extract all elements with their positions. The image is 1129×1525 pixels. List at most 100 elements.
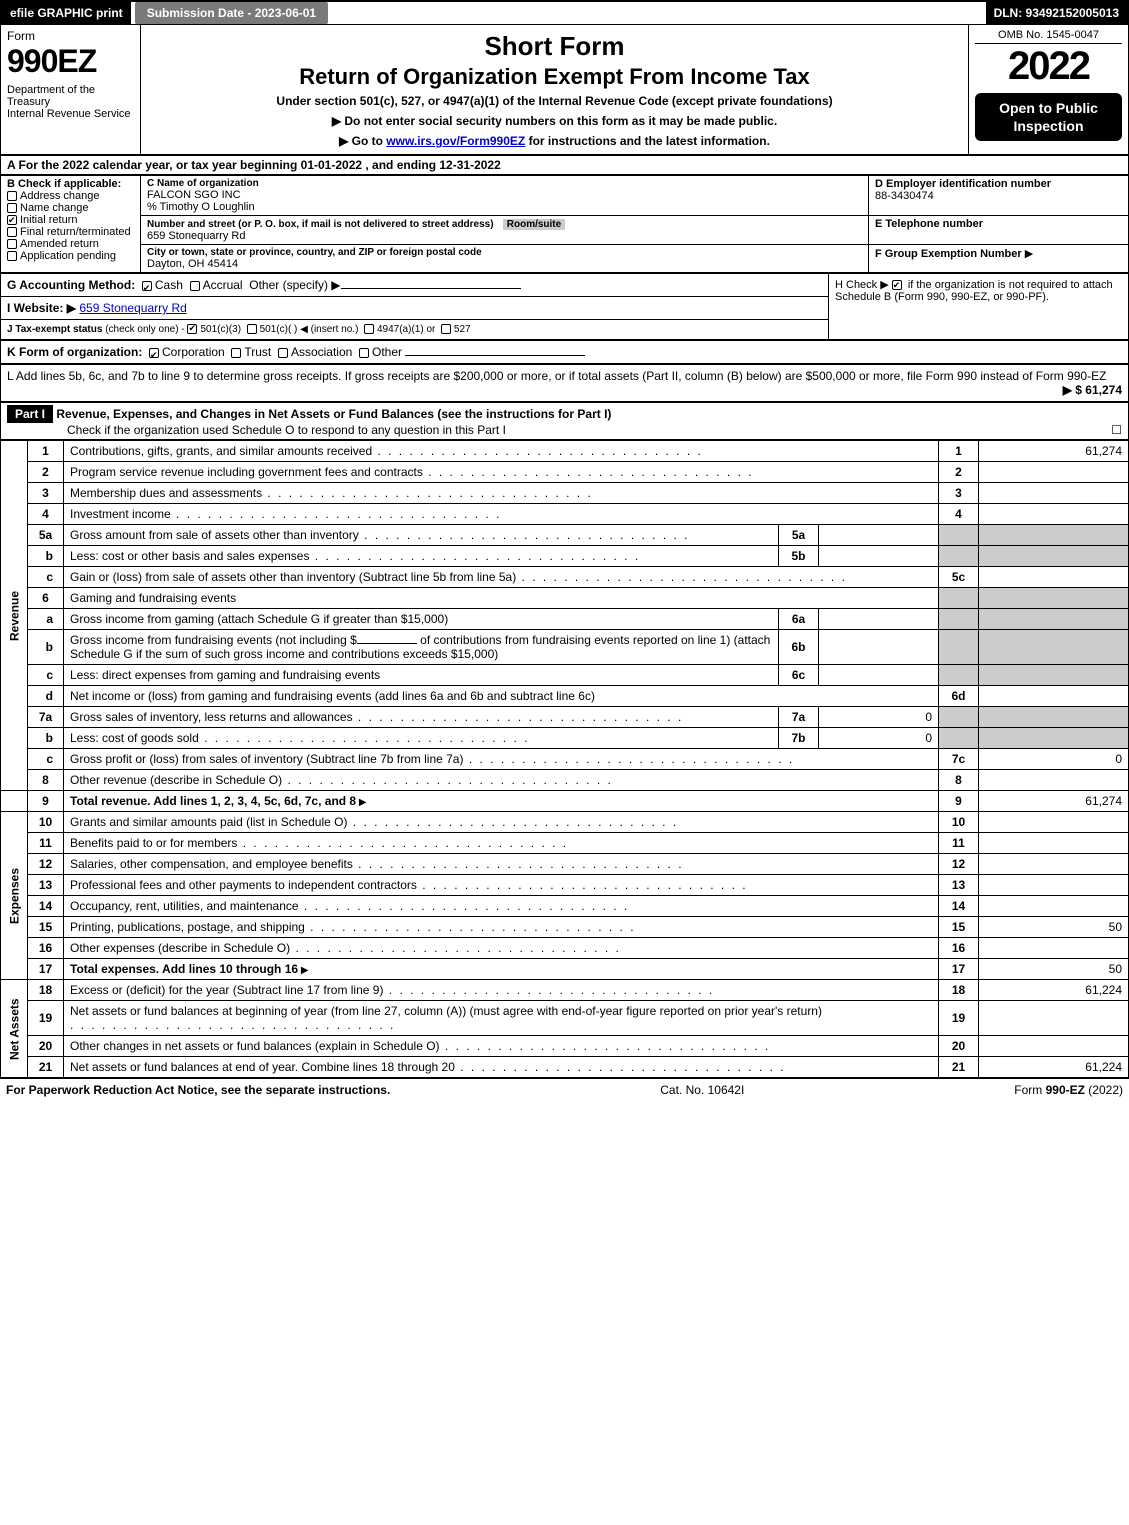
chk-application-pending[interactable]: Application pending (7, 250, 134, 262)
efile-print-button[interactable]: efile GRAPHIC print (2, 2, 131, 24)
l7b-shade2 (979, 728, 1129, 749)
l8-num: 8 (28, 770, 64, 791)
l3-num: 3 (28, 483, 64, 504)
l7a-num: 7a (28, 707, 64, 728)
website-link[interactable]: 659 Stonequarry Rd (79, 301, 186, 315)
footer: For Paperwork Reduction Act Notice, see … (0, 1078, 1129, 1101)
l6a-shade2 (979, 609, 1129, 630)
revenue-sidebar: Revenue (1, 441, 28, 791)
l5a-ib: 5a (779, 525, 819, 546)
l18-val: 61,224 (979, 980, 1129, 1001)
l7b-iv: 0 (819, 728, 939, 749)
f-arrow: ▶ (1025, 248, 1033, 260)
part1-check-box[interactable]: ☐ (1111, 423, 1122, 437)
l5c-val (979, 567, 1129, 588)
l14-num: 14 (28, 896, 64, 917)
other-specify-input[interactable] (341, 288, 521, 289)
chk-name-change-label: Name change (20, 202, 89, 214)
j-note: (check only one) - (105, 324, 184, 335)
l7a-shade (939, 707, 979, 728)
footer-right-post: (2022) (1085, 1083, 1123, 1097)
l4-val (979, 504, 1129, 525)
ein-value: 88-3430474 (875, 190, 1122, 202)
l14-val (979, 896, 1129, 917)
l3-rnum: 3 (939, 483, 979, 504)
chk-h[interactable] (892, 280, 902, 290)
chk-corporation[interactable] (149, 348, 159, 358)
l19-desc: Net assets or fund balances at beginning… (64, 1001, 939, 1036)
i-label: I Website: ▶ (7, 301, 76, 315)
chk-cash[interactable] (142, 281, 152, 291)
opt-corporation: Corporation (162, 345, 225, 359)
opt-other-org: Other (372, 345, 402, 359)
l20-desc: Other changes in net assets or fund bala… (64, 1036, 939, 1057)
expenses-sidebar: Expenses (1, 812, 28, 980)
irs-link[interactable]: www.irs.gov/Form990EZ (386, 134, 525, 148)
l6c-shade2 (979, 665, 1129, 686)
chk-accrual[interactable] (190, 281, 200, 291)
section-f: F Group Exemption Number ▶ (869, 245, 1129, 273)
opt-trust: Trust (244, 345, 271, 359)
l6b-blank[interactable] (357, 643, 417, 644)
l19-num: 19 (28, 1001, 64, 1036)
l19-rnum: 19 (939, 1001, 979, 1036)
l6b-iv (819, 630, 939, 665)
header-table: Form 990EZ Department of the Treasury In… (0, 24, 1129, 155)
note-goto-post: for instructions and the latest informat… (525, 134, 770, 148)
l14-desc: Occupancy, rent, utilities, and maintena… (64, 896, 939, 917)
lines-table: Revenue 1 Contributions, gifts, grants, … (0, 440, 1129, 1078)
l6-shade (939, 588, 979, 609)
room-suite-label: Room/suite (503, 219, 565, 230)
l16-num: 16 (28, 938, 64, 959)
cash-label: Cash (155, 278, 183, 292)
l21-val: 61,224 (979, 1057, 1129, 1078)
l1-desc: Contributions, gifts, grants, and simila… (64, 441, 939, 462)
open-public-box: Open to Public Inspection (975, 93, 1122, 141)
l10-num: 10 (28, 812, 64, 833)
chk-name-change[interactable]: Name change (7, 202, 134, 214)
c-label: C Name of organization (147, 178, 862, 189)
rev-sidebar-end (1, 791, 28, 812)
l7c-desc: Gross profit or (loss) from sales of inv… (64, 749, 939, 770)
l6b-num: b (28, 630, 64, 665)
l6a-shade (939, 609, 979, 630)
l16-rnum: 16 (939, 938, 979, 959)
l6c-num: c (28, 665, 64, 686)
chk-501c3[interactable] (187, 324, 197, 334)
l6d-num: d (28, 686, 64, 707)
submission-date-button[interactable]: Submission Date - 2023-06-01 (135, 2, 328, 24)
l6b-shade (939, 630, 979, 665)
section-h: H Check ▶ if the organization is not req… (829, 274, 1129, 340)
opt-4947: 4947(a)(1) or (377, 324, 435, 335)
line-i: I Website: ▶ 659 Stonequarry Rd (1, 297, 829, 320)
l4-desc: Investment income (64, 504, 939, 525)
chk-amended-return-label: Amended return (20, 238, 99, 250)
l9-rnum: 9 (939, 791, 979, 812)
netassets-sidebar: Net Assets (1, 980, 28, 1078)
chk-527[interactable] (441, 324, 451, 334)
chk-initial-return[interactable]: Initial return (7, 214, 134, 226)
chk-501c[interactable] (247, 324, 257, 334)
form-number: 990EZ (7, 43, 134, 80)
chk-other-org[interactable] (359, 348, 369, 358)
chk-final-return[interactable]: Final return/terminated (7, 226, 134, 238)
top-bar: efile GRAPHIC print Submission Date - 20… (0, 0, 1129, 24)
chk-amended-return[interactable]: Amended return (7, 238, 134, 250)
title-return: Return of Organization Exempt From Incom… (149, 64, 960, 90)
l12-val (979, 854, 1129, 875)
chk-address-change[interactable]: Address change (7, 190, 134, 202)
l11-num: 11 (28, 833, 64, 854)
other-org-input[interactable] (405, 355, 585, 356)
chk-trust[interactable] (231, 348, 241, 358)
l6c-ib: 6c (779, 665, 819, 686)
l13-num: 13 (28, 875, 64, 896)
accrual-label: Accrual (203, 278, 243, 292)
chk-association[interactable] (278, 348, 288, 358)
b-label: B Check if applicable: (7, 178, 134, 190)
l17-desc: Total expenses. Add lines 10 through 16 (64, 959, 939, 980)
chk-4947[interactable] (364, 324, 374, 334)
l7a-desc: Gross sales of inventory, less returns a… (64, 707, 779, 728)
l6c-shade (939, 665, 979, 686)
bc-def-table: B Check if applicable: Address change Na… (0, 175, 1129, 273)
h-pre: H Check ▶ (835, 279, 892, 291)
